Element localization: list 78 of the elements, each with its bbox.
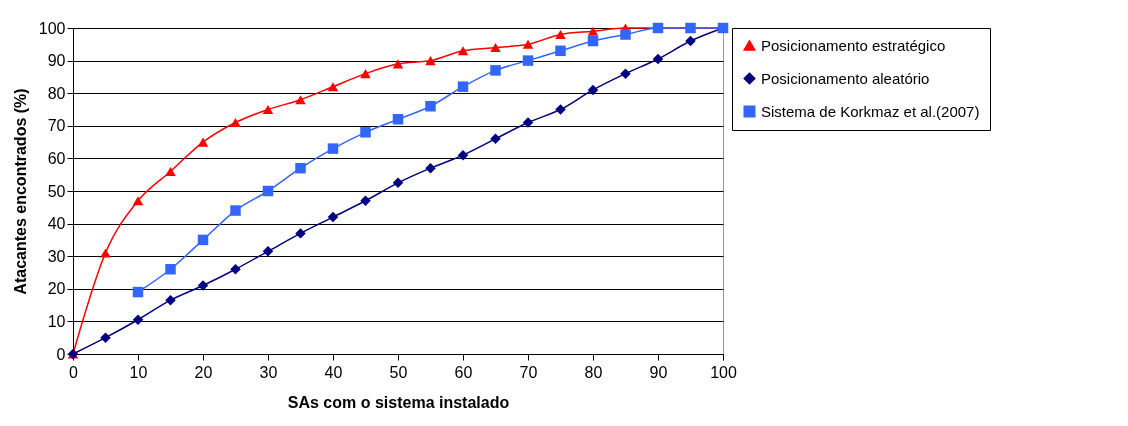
x-tick-label: 10 <box>129 363 148 381</box>
point <box>327 211 339 223</box>
point <box>425 162 436 174</box>
point <box>327 143 339 154</box>
y-tick-label: 10 <box>47 312 66 330</box>
x-tick-label: 90 <box>649 363 668 381</box>
y-tick-label: 20 <box>47 280 66 298</box>
point <box>262 185 274 197</box>
point <box>490 43 501 53</box>
point <box>100 248 111 258</box>
point <box>295 95 306 105</box>
x-tick-label: 20 <box>194 363 213 381</box>
legend-label: Posicionamento aleatório <box>761 69 930 87</box>
x-tick-label: 70 <box>519 363 538 381</box>
point <box>360 127 371 138</box>
point <box>230 205 241 216</box>
point <box>262 246 274 257</box>
legend-label: Sistema de Korkmaz et al.(2007) <box>761 102 980 120</box>
point <box>392 177 404 189</box>
point <box>522 55 534 66</box>
point <box>555 45 566 57</box>
point <box>522 39 534 49</box>
y-tick-label: 40 <box>47 215 66 233</box>
point <box>230 118 241 128</box>
point <box>165 264 176 275</box>
point <box>457 46 469 56</box>
y-tick-label: 0 <box>56 345 66 363</box>
point <box>490 65 501 76</box>
y-tick-label: 90 <box>47 52 66 70</box>
x-tick-label: 60 <box>454 363 473 381</box>
legend-label: Posicionamento estratégico <box>761 36 946 54</box>
point <box>392 114 404 125</box>
x-tick-label: 0 <box>69 363 79 381</box>
point <box>295 162 306 174</box>
point <box>620 29 631 40</box>
y-tick-label: 70 <box>47 117 66 135</box>
point <box>197 234 209 246</box>
x-tick-label: 50 <box>389 363 408 381</box>
y-tick-label: 30 <box>47 247 66 265</box>
point <box>295 228 306 239</box>
x-tick-label: 80 <box>584 363 603 381</box>
point <box>457 149 469 161</box>
point <box>425 56 436 66</box>
x-tick-label: 30 <box>259 363 278 381</box>
point <box>165 294 176 306</box>
x-axis-title: SAs com o sistema instalado <box>287 393 510 411</box>
point <box>587 84 599 96</box>
y-tick-label: 80 <box>47 84 66 102</box>
point <box>555 104 566 115</box>
y-tick-label: 60 <box>47 149 66 167</box>
y-axis-title: Atacantes encontrados (%) <box>11 88 29 295</box>
point <box>392 59 404 69</box>
point <box>652 53 664 65</box>
point <box>132 286 144 298</box>
point <box>165 166 176 176</box>
point <box>197 137 209 147</box>
point <box>620 68 631 79</box>
point <box>132 196 144 206</box>
x-tick-label: 40 <box>324 363 343 381</box>
point <box>100 332 111 343</box>
point <box>587 26 599 36</box>
point <box>425 101 436 112</box>
point <box>490 133 501 145</box>
point <box>327 82 339 92</box>
y-tick-label: 100 <box>38 19 66 37</box>
point <box>555 29 566 40</box>
point <box>360 69 371 79</box>
point <box>522 117 534 128</box>
point <box>685 35 696 47</box>
point <box>197 280 209 291</box>
point <box>360 195 371 207</box>
point <box>587 35 599 47</box>
y-tick-label: 50 <box>47 182 66 200</box>
point <box>457 81 469 92</box>
point <box>230 264 241 275</box>
x-tick-label: 100 <box>710 363 737 381</box>
point <box>262 104 274 115</box>
point <box>132 314 144 326</box>
